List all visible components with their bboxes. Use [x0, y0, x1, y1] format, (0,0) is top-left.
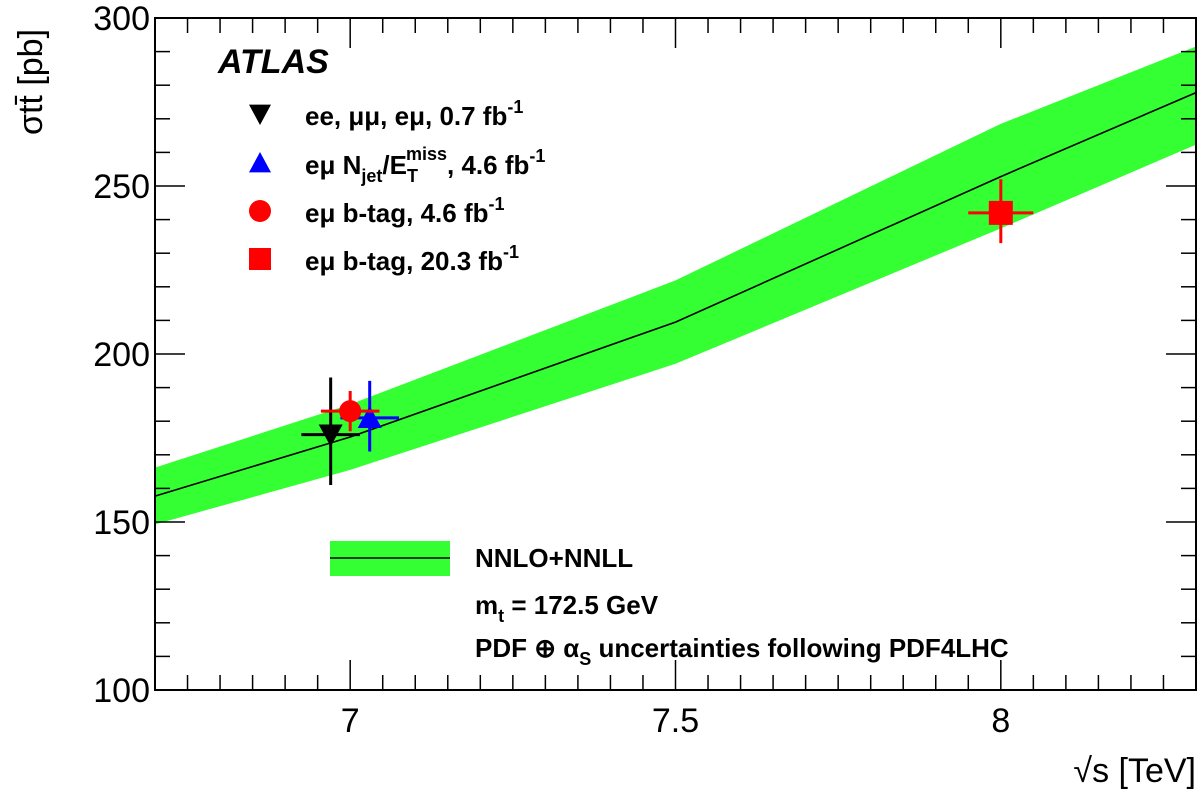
theory-band-layer	[154, 46, 1197, 525]
x-tick-label: 7.5	[652, 702, 699, 740]
y-tick-label: 200	[93, 336, 150, 374]
legend-mass-label: mt = 172.5 GeV	[475, 590, 659, 626]
legend-marker-square	[249, 248, 271, 270]
x-axis-title: √s [TeV]	[1073, 752, 1196, 790]
legend-theory-label: NNLO+NNLL	[475, 543, 633, 573]
data-point	[320, 390, 380, 432]
data-point	[301, 377, 360, 486]
atlas-label: ATLAS	[217, 43, 329, 81]
y-tick-label: 150	[93, 504, 150, 542]
legend-entry: eμ b-tag, 4.6 fb-1	[305, 194, 505, 228]
marker-triangle-up	[357, 405, 382, 429]
y-tick-label: 100	[93, 672, 150, 710]
legend-marker-triangle-down	[249, 104, 271, 125]
y-tick-label: 300	[93, 0, 150, 38]
legend-entry: eμ Njet/ETmiss, 4.6 fb-1	[305, 144, 545, 186]
x-tick-label: 7	[341, 702, 360, 740]
legend-uncertainty-label: PDF ⊕ αS uncertainties following PDF4LHC	[475, 633, 1009, 669]
legend-entry: ee, μμ, eμ, 0.7 fb-1	[305, 97, 523, 131]
legend-marker-circle	[249, 200, 271, 222]
axes-layer: 100 150 200 250 300 7 7.5 8 √s [TeV] σtt̄ [pb]	[12, 0, 1197, 790]
marker-square	[988, 200, 1013, 225]
marker-circle	[339, 400, 362, 423]
y-tick-label: 250	[93, 168, 150, 206]
legend-layer: ATLAS ee, μμ, eμ, 0.7 fb-1 eμ Njet/ETmiss…	[217, 43, 1009, 669]
theory-central-line	[154, 91, 1197, 497]
marker-triangle-down	[318, 424, 343, 447]
legend-entry: eμ b-tag, 20.3 fb-1	[305, 242, 519, 276]
theory-band	[155, 46, 1196, 525]
data-points-layer	[301, 179, 1034, 486]
legend-marker-triangle-up	[249, 152, 271, 173]
y-axis-title: σtt̄ [pb]	[12, 29, 50, 135]
x-tick-label: 8	[991, 702, 1010, 740]
data-point	[968, 179, 1034, 244]
